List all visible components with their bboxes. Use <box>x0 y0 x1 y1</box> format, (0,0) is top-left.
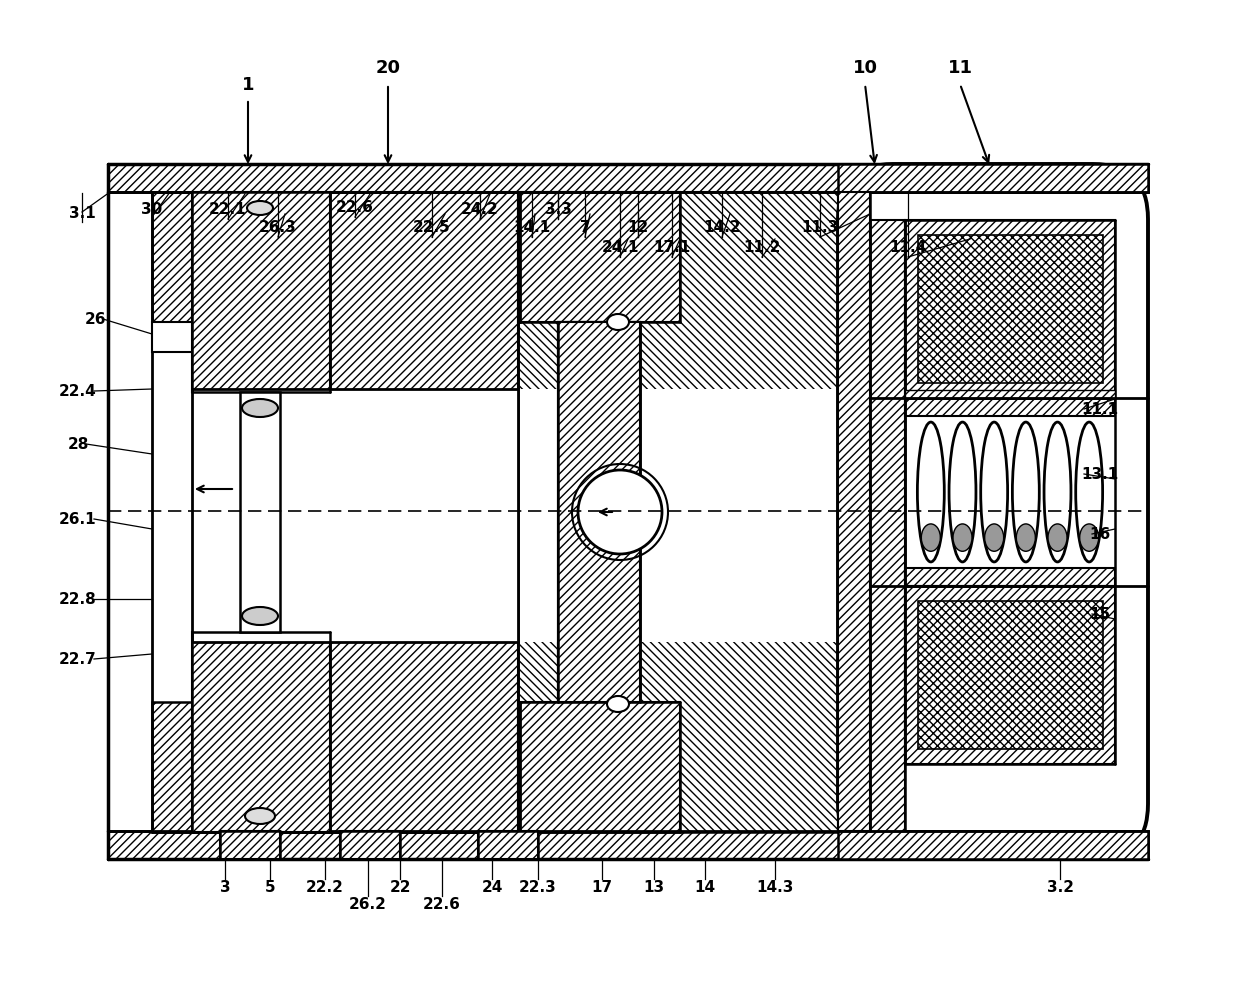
Text: 20: 20 <box>376 59 401 77</box>
Ellipse shape <box>949 422 976 563</box>
Text: 22.3: 22.3 <box>520 880 557 895</box>
Bar <box>838 831 1148 860</box>
Bar <box>838 164 1148 193</box>
Text: 26.2: 26.2 <box>350 897 387 912</box>
Bar <box>905 569 1115 587</box>
Ellipse shape <box>985 525 1003 552</box>
Text: 16: 16 <box>1090 527 1111 542</box>
Text: 14.1: 14.1 <box>513 221 551 236</box>
Bar <box>558 323 640 702</box>
Bar <box>192 389 518 642</box>
Bar <box>192 193 330 392</box>
Bar <box>918 236 1104 383</box>
Ellipse shape <box>1044 422 1071 563</box>
Text: 1: 1 <box>242 76 254 94</box>
Text: 11.4: 11.4 <box>889 241 926 255</box>
Bar <box>518 389 838 642</box>
Ellipse shape <box>1080 525 1099 552</box>
Ellipse shape <box>242 608 278 626</box>
Text: 3.3: 3.3 <box>544 203 572 218</box>
Text: 5: 5 <box>264 880 275 895</box>
Ellipse shape <box>247 202 273 216</box>
Text: 22.7: 22.7 <box>60 652 97 667</box>
Ellipse shape <box>1017 525 1035 552</box>
Text: 11.3: 11.3 <box>801 221 838 236</box>
Ellipse shape <box>981 422 1008 563</box>
Ellipse shape <box>1012 422 1039 563</box>
Ellipse shape <box>918 422 945 563</box>
Bar <box>905 587 1115 764</box>
Text: 7: 7 <box>579 221 590 236</box>
Text: 22: 22 <box>389 880 410 895</box>
Text: 24.2: 24.2 <box>461 203 498 218</box>
Text: 22.1: 22.1 <box>210 203 247 218</box>
Bar <box>905 398 1115 416</box>
Text: 30: 30 <box>141 203 162 218</box>
Bar <box>518 193 838 832</box>
Ellipse shape <box>246 808 275 824</box>
Bar <box>870 221 905 860</box>
Bar <box>192 632 330 832</box>
Bar <box>153 323 192 353</box>
Text: 28: 28 <box>67 437 89 452</box>
Circle shape <box>578 470 662 555</box>
Text: 14.3: 14.3 <box>756 880 794 895</box>
Text: 24.1: 24.1 <box>601 241 639 255</box>
Text: 15: 15 <box>1090 607 1111 622</box>
Bar <box>905 221 1115 398</box>
Text: 3: 3 <box>219 880 231 895</box>
Text: 11.1: 11.1 <box>1081 402 1118 417</box>
Bar <box>219 831 280 860</box>
Bar <box>558 323 640 702</box>
Text: 24: 24 <box>481 880 502 895</box>
Ellipse shape <box>1048 525 1066 552</box>
Text: 11: 11 <box>947 59 972 77</box>
Text: 26: 26 <box>84 312 105 327</box>
Ellipse shape <box>1076 422 1102 563</box>
Text: 14: 14 <box>694 880 715 895</box>
Bar <box>153 702 520 832</box>
Bar <box>330 193 518 832</box>
Text: 22.2: 22.2 <box>306 880 343 895</box>
Bar <box>477 831 538 860</box>
Text: 3.1: 3.1 <box>68 206 95 221</box>
Text: 17.1: 17.1 <box>653 241 691 255</box>
Bar <box>108 831 1148 860</box>
Text: 26.1: 26.1 <box>60 512 97 527</box>
Bar <box>918 602 1104 749</box>
Text: 26.3: 26.3 <box>259 221 296 236</box>
Bar <box>518 702 680 832</box>
Bar <box>905 390 1115 398</box>
Ellipse shape <box>608 315 629 331</box>
Bar <box>241 392 280 632</box>
Text: 22.8: 22.8 <box>60 592 97 607</box>
Text: 13.1: 13.1 <box>1081 467 1118 482</box>
Text: 10: 10 <box>853 59 878 77</box>
Ellipse shape <box>242 399 278 417</box>
Ellipse shape <box>608 696 629 712</box>
Text: 22.4: 22.4 <box>60 384 97 399</box>
Text: 22.5: 22.5 <box>413 221 451 236</box>
Bar <box>340 831 401 860</box>
Text: 17: 17 <box>591 880 613 895</box>
Text: 13: 13 <box>644 880 665 895</box>
Text: 3.2: 3.2 <box>1047 880 1074 895</box>
Bar <box>838 193 870 831</box>
Ellipse shape <box>954 525 972 552</box>
Text: 22.6: 22.6 <box>336 201 374 216</box>
Ellipse shape <box>921 525 940 552</box>
Text: 11.2: 11.2 <box>743 241 781 255</box>
Text: 12: 12 <box>627 221 649 236</box>
Bar <box>108 164 1148 193</box>
Bar <box>518 193 680 323</box>
Text: 22.6: 22.6 <box>423 897 461 912</box>
Bar <box>558 323 640 702</box>
Text: 14.2: 14.2 <box>703 221 740 236</box>
Bar <box>153 193 520 323</box>
